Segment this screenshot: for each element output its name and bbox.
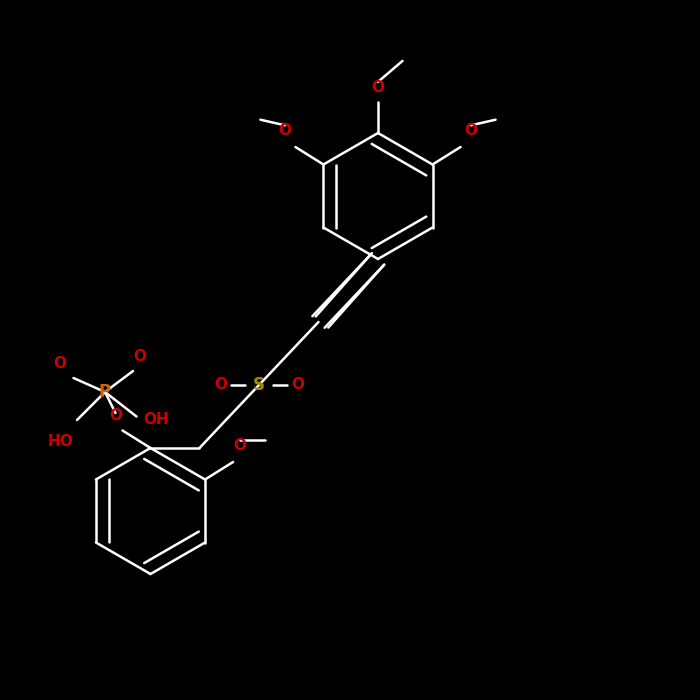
Text: O: O xyxy=(465,123,477,138)
Text: O: O xyxy=(53,356,66,371)
Text: O: O xyxy=(214,377,227,393)
Text: O: O xyxy=(279,123,291,138)
Text: O: O xyxy=(109,409,122,423)
Text: HO: HO xyxy=(48,434,74,449)
Text: O: O xyxy=(234,438,246,453)
Text: S: S xyxy=(253,376,265,394)
Text: O: O xyxy=(291,377,304,393)
Text: O: O xyxy=(134,349,146,364)
Text: OH: OH xyxy=(144,412,169,428)
Text: O: O xyxy=(372,80,384,94)
Text: P: P xyxy=(99,383,111,401)
